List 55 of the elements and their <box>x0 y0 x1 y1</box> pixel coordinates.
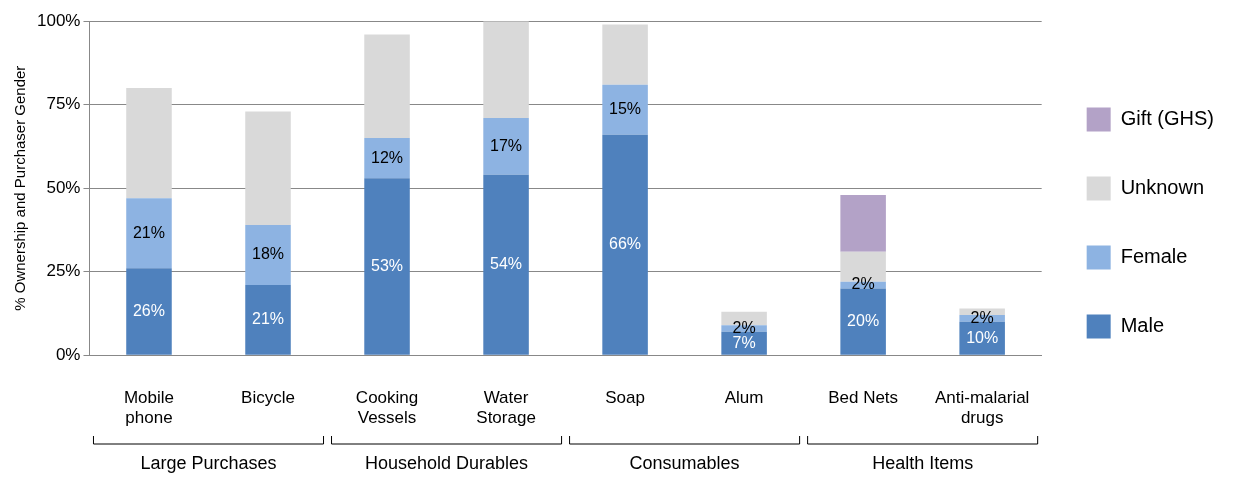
bar <box>602 84 648 135</box>
x-tick-label: Alum <box>724 388 764 408</box>
bar <box>245 224 291 286</box>
data-label: 66% <box>609 235 642 253</box>
data-label: 15% <box>609 100 642 118</box>
x-tick-label: Bicycle <box>241 388 295 408</box>
bar <box>602 134 648 355</box>
bar <box>126 198 172 269</box>
y-tick-label: 50% <box>46 177 81 197</box>
x-tick-label: Soap <box>605 388 645 408</box>
data-label: 21% <box>252 310 285 328</box>
data-label: 18% <box>252 245 285 263</box>
y-tick-label: 25% <box>46 261 81 281</box>
bar <box>126 88 172 199</box>
data-label: 17% <box>490 136 523 154</box>
legend-label: Gift (GHS) <box>1120 107 1215 130</box>
data-label: 2% <box>732 318 756 336</box>
data-label: 2% <box>970 308 994 326</box>
data-label: 2% <box>851 275 875 293</box>
bar <box>364 138 410 179</box>
bar <box>602 24 648 85</box>
legend-label: Female <box>1120 245 1188 268</box>
y-tick-label: 100% <box>37 10 81 30</box>
bar <box>483 174 529 355</box>
bar <box>245 111 291 225</box>
x-tick-label: Anti-malarial drugs <box>934 388 1030 428</box>
legend-label: Unknown <box>1120 176 1205 199</box>
text: Large Purchases <box>140 452 277 473</box>
data-label: 21% <box>132 223 166 241</box>
data-label: 20% <box>847 311 880 329</box>
text: Health Items <box>872 452 974 473</box>
bar <box>483 21 529 119</box>
data-label: 10% <box>966 328 999 346</box>
x-tick-label: Bed Nets <box>828 388 899 408</box>
data-label: 12% <box>371 148 404 166</box>
x-tick-label: Water Storage <box>476 388 536 428</box>
bar <box>483 118 529 175</box>
legend-label: Male <box>1120 314 1165 337</box>
y-tick-label: 75% <box>46 94 81 114</box>
data-label: 7% <box>732 333 756 351</box>
bar <box>364 178 410 355</box>
text: Consumables <box>629 452 740 473</box>
bar <box>840 288 886 355</box>
y-axis-title: % Ownership and Purchaser Gender <box>11 65 29 311</box>
x-tick-label: Cooking Vessels <box>355 388 419 428</box>
data-label: 53% <box>371 256 404 274</box>
data-label: 26% <box>132 301 166 319</box>
bar <box>245 285 291 355</box>
bar <box>364 34 410 139</box>
text: Household Durables <box>365 452 529 473</box>
x-tick-label: Mobile phone <box>123 388 175 428</box>
data-label: 54% <box>490 255 523 273</box>
bar <box>126 268 172 355</box>
bar <box>840 194 886 252</box>
y-tick-label: 0% <box>55 344 81 364</box>
